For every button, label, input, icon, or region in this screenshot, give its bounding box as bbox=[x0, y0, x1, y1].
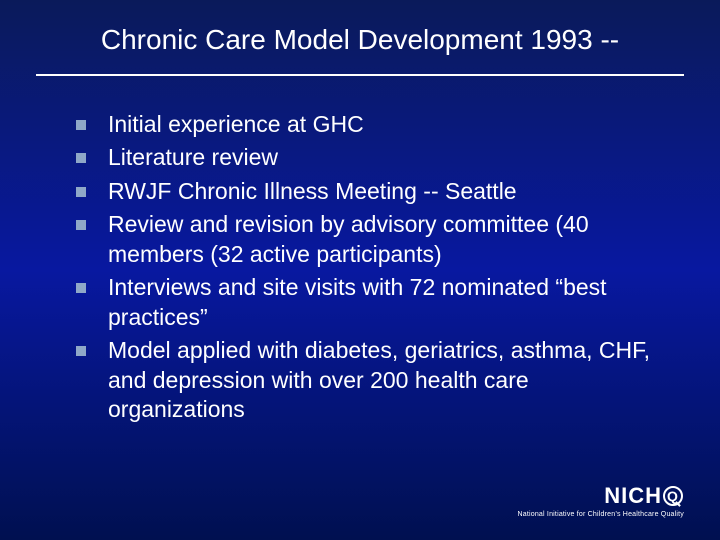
list-item: RWJF Chronic Illness Meeting -- Seattle bbox=[76, 177, 660, 206]
list-item: Initial experience at GHC bbox=[76, 110, 660, 139]
bullet-text: Interviews and site visits with 72 nomin… bbox=[108, 273, 660, 332]
bullet-icon bbox=[76, 283, 86, 293]
bullet-text: RWJF Chronic Illness Meeting -- Seattle bbox=[108, 177, 517, 206]
logo-tagline: National Initiative for Children’s Healt… bbox=[518, 511, 685, 518]
bullet-icon bbox=[76, 120, 86, 130]
logo-text: NICHQ bbox=[518, 483, 685, 509]
bullet-icon bbox=[76, 153, 86, 163]
logo-prefix: NICH bbox=[604, 483, 662, 509]
bullet-text: Model applied with diabetes, geriatrics,… bbox=[108, 336, 660, 424]
bullet-icon bbox=[76, 346, 86, 356]
title-divider bbox=[36, 74, 684, 76]
slide: Chronic Care Model Development 1993 -- I… bbox=[0, 0, 720, 540]
logo-q-icon: Q bbox=[663, 486, 683, 506]
slide-title: Chronic Care Model Development 1993 -- bbox=[0, 24, 720, 56]
bullet-text: Review and revision by advisory committe… bbox=[108, 210, 660, 269]
bullet-text: Initial experience at GHC bbox=[108, 110, 364, 139]
list-item: Review and revision by advisory committe… bbox=[76, 210, 660, 269]
bullet-icon bbox=[76, 187, 86, 197]
bullet-text: Literature review bbox=[108, 143, 278, 172]
list-item: Model applied with diabetes, geriatrics,… bbox=[76, 336, 660, 424]
list-item: Interviews and site visits with 72 nomin… bbox=[76, 273, 660, 332]
slide-body: Initial experience at GHC Literature rev… bbox=[76, 110, 660, 428]
list-item: Literature review bbox=[76, 143, 660, 172]
bullet-icon bbox=[76, 220, 86, 230]
footer-logo: NICHQ National Initiative for Children’s… bbox=[518, 483, 685, 518]
